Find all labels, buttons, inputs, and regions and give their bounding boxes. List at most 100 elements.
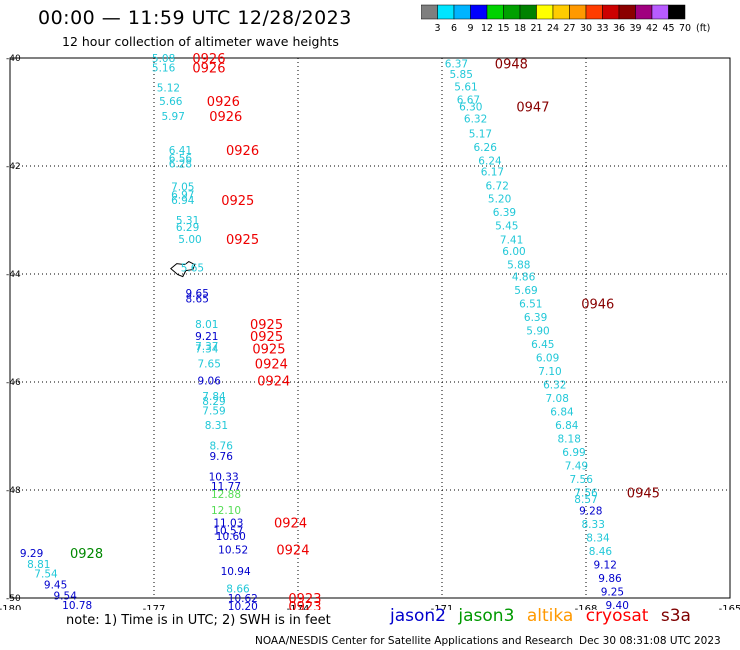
source-credit: NOAA/NESDIS Center for Satellite Applica…: [255, 635, 573, 647]
wave-height-label: 8.29: [202, 396, 225, 408]
legend-bin-label: 33: [596, 23, 608, 34]
wave-height-label: 6.84: [550, 407, 574, 419]
wave-height-label: 10.94: [221, 566, 251, 578]
legend-bin-label: 12: [481, 23, 493, 34]
wave-height-label: 7.10: [538, 366, 561, 378]
chart-title: 00:00 — 11:59 UTC 12/28/2023: [38, 7, 352, 29]
wave-height-label: 6.67: [457, 95, 480, 107]
wave-height-label: 5.65: [181, 263, 204, 275]
wave-height-label: 7.49: [565, 461, 588, 473]
pass-time-label: 0926: [192, 52, 225, 67]
wave-height-label: 8.33: [582, 519, 605, 531]
legend-swatch: [668, 4, 686, 20]
y-tick-label: -44: [6, 270, 21, 280]
satellite-altika: altika: [526, 606, 574, 626]
chart-subtitle: 12 hour collection of altimeter wave hei…: [62, 34, 339, 49]
wave-height-label: 8.31: [205, 420, 228, 432]
wave-height-label: 9.40: [606, 600, 629, 610]
legend-bin-label: 42: [646, 23, 658, 34]
wave-height-label: 5.88: [507, 259, 530, 271]
legend-bin-label: 45: [662, 23, 674, 34]
wave-height-label: 10.57: [213, 526, 243, 538]
wave-height-label: 5.12: [157, 83, 180, 95]
wave-height-label: 10.33: [209, 472, 239, 484]
wave-height-label: 6.32: [464, 113, 487, 125]
island-outline: [170, 261, 196, 278]
wave-height-label: 5.45: [495, 220, 518, 232]
wave-height-label: 7.05: [171, 182, 194, 194]
wave-height-label: 6.37: [445, 58, 468, 70]
wave-height-label: 8.18: [558, 434, 581, 446]
wave-height-label: 6.39: [493, 207, 516, 219]
wave-height-label: 5.16: [152, 63, 176, 75]
wave-height-label: 12.88: [211, 489, 241, 501]
wave-height-label: 9.54: [54, 590, 78, 602]
y-tick-label: -42: [6, 162, 21, 172]
color-scale-legend: 3 6 9 12 15 18 21 24 27 30 33 36 39 42 45 70 (ft): [421, 4, 710, 34]
legend-bin-label: 39: [629, 23, 641, 34]
wave-height-label: 5.85: [450, 69, 473, 81]
pass-time-label: 0946: [581, 298, 614, 313]
satellite-jason2: jason2: [390, 606, 446, 626]
x-tick-label: -165: [719, 604, 740, 610]
wave-height-label: 7.34: [195, 344, 219, 356]
x-tick-label: -180: [0, 604, 21, 610]
wave-height-label: 8.65: [186, 293, 209, 305]
x-tick-label: -174: [287, 604, 310, 610]
wave-height-label: 6.72: [486, 180, 509, 192]
pass-time-label: 0948: [495, 57, 528, 72]
satellite-s3a: s3a: [660, 606, 691, 626]
pass-time-label: 0947: [516, 101, 549, 116]
wave-height-label: 5.00: [178, 234, 201, 246]
wave-height-label: 6.17: [481, 166, 504, 178]
pass-time-label: 0928: [70, 547, 103, 562]
wave-height-label: 6.09: [536, 353, 559, 365]
x-tick-label: -171: [431, 604, 454, 610]
pass-time-label: 0924: [274, 516, 307, 531]
y-tick-label: -48: [6, 486, 21, 496]
wave-height-label: 5.61: [454, 82, 477, 94]
wave-height-label: 9.65: [186, 288, 209, 300]
wave-height-label: 6.99: [562, 447, 585, 459]
wave-height-label: 6.84: [555, 420, 579, 432]
pass-time-label: 0925: [250, 318, 283, 333]
pass-time-label: 0926: [207, 95, 240, 110]
wave-height-label: 9.86: [598, 573, 622, 585]
wave-height-label: 6.97: [171, 190, 194, 202]
wave-height-label: 8.81: [27, 559, 50, 571]
wave-height-label: 5.20: [488, 193, 511, 205]
satellite-legend: jason2 jason3 altika cryosat s3a: [390, 606, 698, 626]
legend-bin-label: 24: [547, 23, 559, 34]
legend-bin-label: 9: [467, 23, 473, 34]
pass-time-label: 0926: [192, 62, 225, 77]
wave-height-label: 9.45: [44, 580, 67, 592]
wave-height-label: 7.84: [202, 391, 226, 403]
wave-height-label: 9.28: [579, 506, 602, 518]
wave-height-label: 6.45: [531, 339, 554, 351]
wave-height-label: 7.41: [500, 234, 523, 246]
wave-height-label: 8.34: [586, 533, 610, 545]
wave-height-label: 8.76: [210, 441, 234, 453]
legend-bin-label: 15: [497, 23, 509, 34]
wave-height-label: 6.32: [543, 380, 566, 392]
wave-height-label: 5.08: [152, 53, 175, 65]
wave-height-label: 6.29: [176, 222, 199, 234]
legend-unit-label: (ft): [696, 23, 710, 34]
wave-height-label: 9.12: [594, 560, 617, 572]
wave-height-label: 7.65: [198, 359, 221, 371]
wave-height-label: 6.39: [524, 312, 547, 324]
wave-height-label: 4.86: [512, 272, 536, 284]
pass-time-label: 0923: [288, 592, 321, 607]
wave-height-label: 6.30: [459, 102, 482, 114]
wave-height-map: -180 -177 -174 -171 -168 -165 -40 -42 -44 -46 -48 -…: [0, 52, 740, 610]
wave-height-label: 7.56: [570, 474, 594, 486]
pass-time-label: 0924: [255, 358, 288, 373]
legend-bin-label: 70: [679, 23, 691, 34]
wave-height-label: 10.78: [62, 600, 92, 610]
wave-height-label: 11.03: [213, 517, 243, 529]
pass-time-label: 0925: [226, 233, 259, 248]
wave-height-label: 9.25: [601, 587, 624, 599]
wave-height-label: 10.62: [228, 593, 258, 605]
pass-time-label: 0924: [276, 543, 309, 558]
x-tick-label: -177: [143, 604, 166, 610]
